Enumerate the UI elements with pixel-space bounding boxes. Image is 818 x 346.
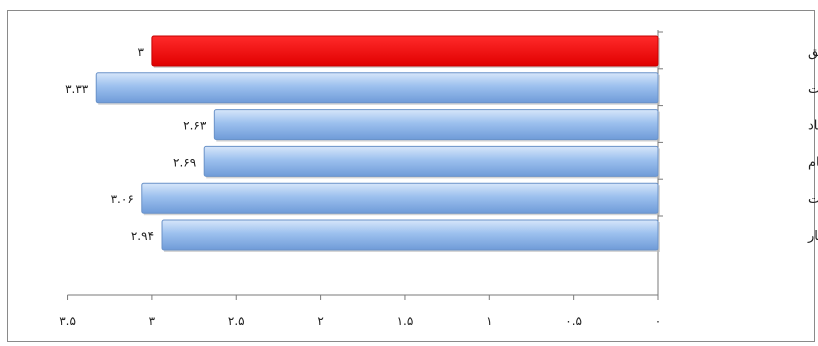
x-tick-label: ۰.۵ (565, 314, 582, 328)
x-tick-label: ۳.۵ (59, 314, 76, 328)
data-label: ۳.۰۶ (111, 192, 134, 206)
x-tick-label: ۱.۵ (397, 314, 414, 328)
x-tick-label: ۰ (655, 314, 661, 328)
bar (161, 219, 659, 251)
data-label: ۳.۳۳ (65, 82, 89, 96)
x-tick-label: ۱ (486, 314, 492, 328)
bar (203, 145, 659, 177)
data-label: ۳ (137, 45, 144, 59)
data-label: ۲.۹۴ (131, 229, 154, 243)
bar (151, 35, 659, 67)
bar (213, 109, 659, 141)
data-label: ۲.۶۳ (183, 119, 207, 133)
category-label: مشارکت (808, 82, 818, 97)
x-tick-label: ۲ (317, 314, 323, 328)
category-label: انسجام (808, 155, 818, 170)
category-label: هنجار (807, 229, 818, 244)
category-label: میانه نظری تحقیق (808, 45, 818, 60)
bar (141, 182, 659, 214)
x-tick-label: ۲.۵ (228, 314, 245, 328)
x-tick-label: ۳ (149, 314, 156, 328)
category-label: امنیت (808, 192, 818, 207)
bars (95, 35, 660, 252)
data-label: ۲.۶۹ (173, 155, 196, 169)
bar (95, 72, 659, 104)
category-label: اعتماد (808, 119, 818, 134)
labels: ۳ میانه نظری تحقیق ۳.۳۳ مشارکت ۲.۶۳ اعتماد ۲.۶… (65, 45, 818, 244)
